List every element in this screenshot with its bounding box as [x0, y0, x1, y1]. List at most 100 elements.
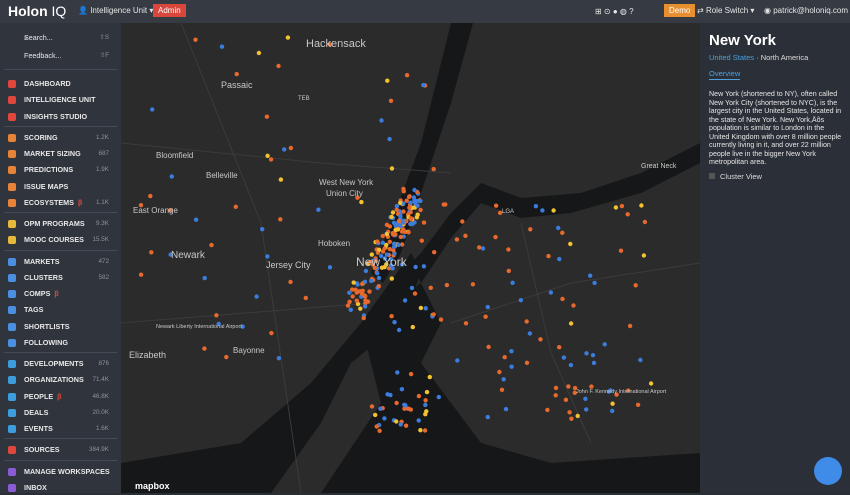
map-dot — [418, 198, 423, 204]
nav-item[interactable]: SCORING 1.2K — [0, 131, 121, 145]
nav-item[interactable]: CLUSTERS 582 — [0, 271, 121, 285]
nav-item[interactable]: DASHBOARD — [0, 77, 121, 91]
map-dot — [396, 242, 401, 247]
nav-item[interactable]: FOLLOWING — [0, 336, 121, 350]
nav-item[interactable]: MARKET SIZING 687 — [0, 147, 121, 161]
logo[interactable]: Holon IQ — [8, 3, 67, 19]
nav-item[interactable]: INTELLIGENCE UNIT — [0, 93, 121, 107]
map-dot — [384, 231, 390, 237]
map[interactable]: Hackensack Passaic TEB Bloomfield Belleville… — [121, 23, 700, 493]
overview-tab[interactable]: Overview — [709, 69, 741, 80]
map-label: Bayonne — [233, 346, 265, 355]
nav-icon — [8, 339, 16, 347]
nav-item[interactable]: MOOC COURSES 15.5K — [0, 233, 121, 247]
separator — [4, 250, 117, 251]
admin-button[interactable]: Admin — [153, 4, 186, 17]
map-dot — [485, 414, 490, 420]
map-dot — [402, 406, 407, 411]
workspace-switch[interactable]: 👤 Intelligence Unit ▾ — [78, 6, 154, 15]
map-label: Newark Liberty International Airport — [156, 324, 242, 330]
map-dot — [619, 203, 625, 209]
nav-item[interactable]: ISSUE MAPS — [0, 180, 121, 194]
feedback[interactable]: Feedback... ⇧F — [24, 51, 109, 60]
hudson-river — [371, 23, 473, 283]
description: New York (shortened to NY), often called… — [709, 90, 842, 166]
nav-count: 71.4K — [92, 376, 109, 383]
map-dot — [638, 357, 643, 363]
map-label: TEB — [298, 96, 310, 102]
map-dot — [641, 253, 647, 258]
map-dot — [209, 242, 214, 248]
map-dot — [497, 210, 503, 215]
map-dot — [350, 294, 355, 299]
nav-icon — [8, 150, 16, 158]
nav-item[interactable]: ORGANIZATIONS 71.4K — [0, 373, 121, 387]
nav-item[interactable]: DEVELOPMENTS 876 — [0, 357, 121, 371]
separator — [4, 126, 117, 127]
map-dot — [380, 240, 386, 245]
map-dot — [390, 210, 396, 215]
chat-button[interactable] — [814, 457, 842, 485]
role-switch[interactable]: ⇄ Role Switch ▾ — [697, 6, 755, 15]
nav-item[interactable]: PEOPLE β 46.8K — [0, 390, 121, 404]
nav-item[interactable]: TAGS — [0, 303, 121, 317]
map-dot — [404, 73, 410, 78]
map-dot — [224, 354, 229, 360]
map-dot — [493, 234, 498, 240]
map-dot — [455, 358, 460, 363]
map-dot — [327, 42, 333, 47]
map-dot — [412, 187, 417, 193]
nav-item[interactable]: MANAGE WORKSPACES — [0, 465, 121, 479]
nav-item[interactable]: INBOX — [0, 481, 121, 495]
map-dot — [389, 214, 394, 220]
map-dot — [553, 393, 558, 398]
demo-button[interactable]: Demo — [664, 4, 696, 17]
newark-bay — [121, 253, 421, 493]
map-label: Passaic — [221, 80, 253, 90]
nav-count: 46.8K — [92, 393, 109, 400]
map-dot — [627, 323, 633, 329]
map-dot — [567, 410, 572, 415]
map-dot — [369, 404, 375, 409]
map-dot — [367, 289, 372, 294]
toolbar-icons[interactable]: ⊞ ⊙ ● ◍ ? — [595, 7, 634, 16]
nav-item[interactable]: MARKETS 472 — [0, 255, 121, 269]
map-dot — [575, 413, 580, 419]
map-dot — [316, 207, 321, 212]
road — [180, 23, 302, 493]
map-dot — [635, 402, 641, 407]
map-dot — [375, 271, 380, 276]
nav-item[interactable]: INSIGHTS STUDIO — [0, 110, 121, 124]
nav-item[interactable]: SOURCES 384.9K — [0, 443, 121, 457]
cluster-view[interactable]: Cluster View — [709, 172, 762, 181]
nav-count: 876 — [98, 360, 109, 367]
map-dot — [503, 406, 509, 412]
nav-item[interactable]: EVENTS 1.6K — [0, 422, 121, 436]
nav-label: COMPS β — [24, 289, 59, 298]
country-link[interactable]: United States — [709, 53, 755, 62]
nav-item[interactable]: COMPS β — [0, 287, 121, 301]
map-dot — [493, 203, 499, 208]
map-dot — [626, 388, 631, 393]
beta-badge: β — [77, 200, 83, 207]
map-dot — [401, 209, 406, 214]
nav-item[interactable]: SHORTLISTS — [0, 320, 121, 334]
nav-item[interactable]: ECOSYSTEMS β 1.1K — [0, 196, 121, 210]
nav-label: SCORING — [24, 133, 58, 142]
nav-item[interactable]: PREDICTIONS 1.9K — [0, 163, 121, 177]
map-dot — [557, 345, 562, 350]
map-dot — [347, 290, 352, 295]
user-menu[interactable]: ◉ patrick@holoniq.com — [764, 6, 849, 15]
map-dot — [355, 301, 361, 307]
search[interactable]: ⌕ Search... ⇧S — [24, 33, 109, 42]
nav-item[interactable]: DEALS 20.0K — [0, 406, 121, 420]
nav-count: 1.6K — [96, 425, 109, 432]
nav-label: TAGS — [24, 305, 44, 314]
nav-item[interactable]: OPM PROGRAMS 9.3K — [0, 217, 121, 231]
map-dot — [360, 281, 365, 287]
map-dot — [216, 321, 221, 327]
nav-label: ISSUE MAPS — [24, 182, 69, 191]
map-dot — [538, 337, 543, 342]
map-dot — [354, 290, 359, 295]
map-dot — [327, 265, 333, 270]
